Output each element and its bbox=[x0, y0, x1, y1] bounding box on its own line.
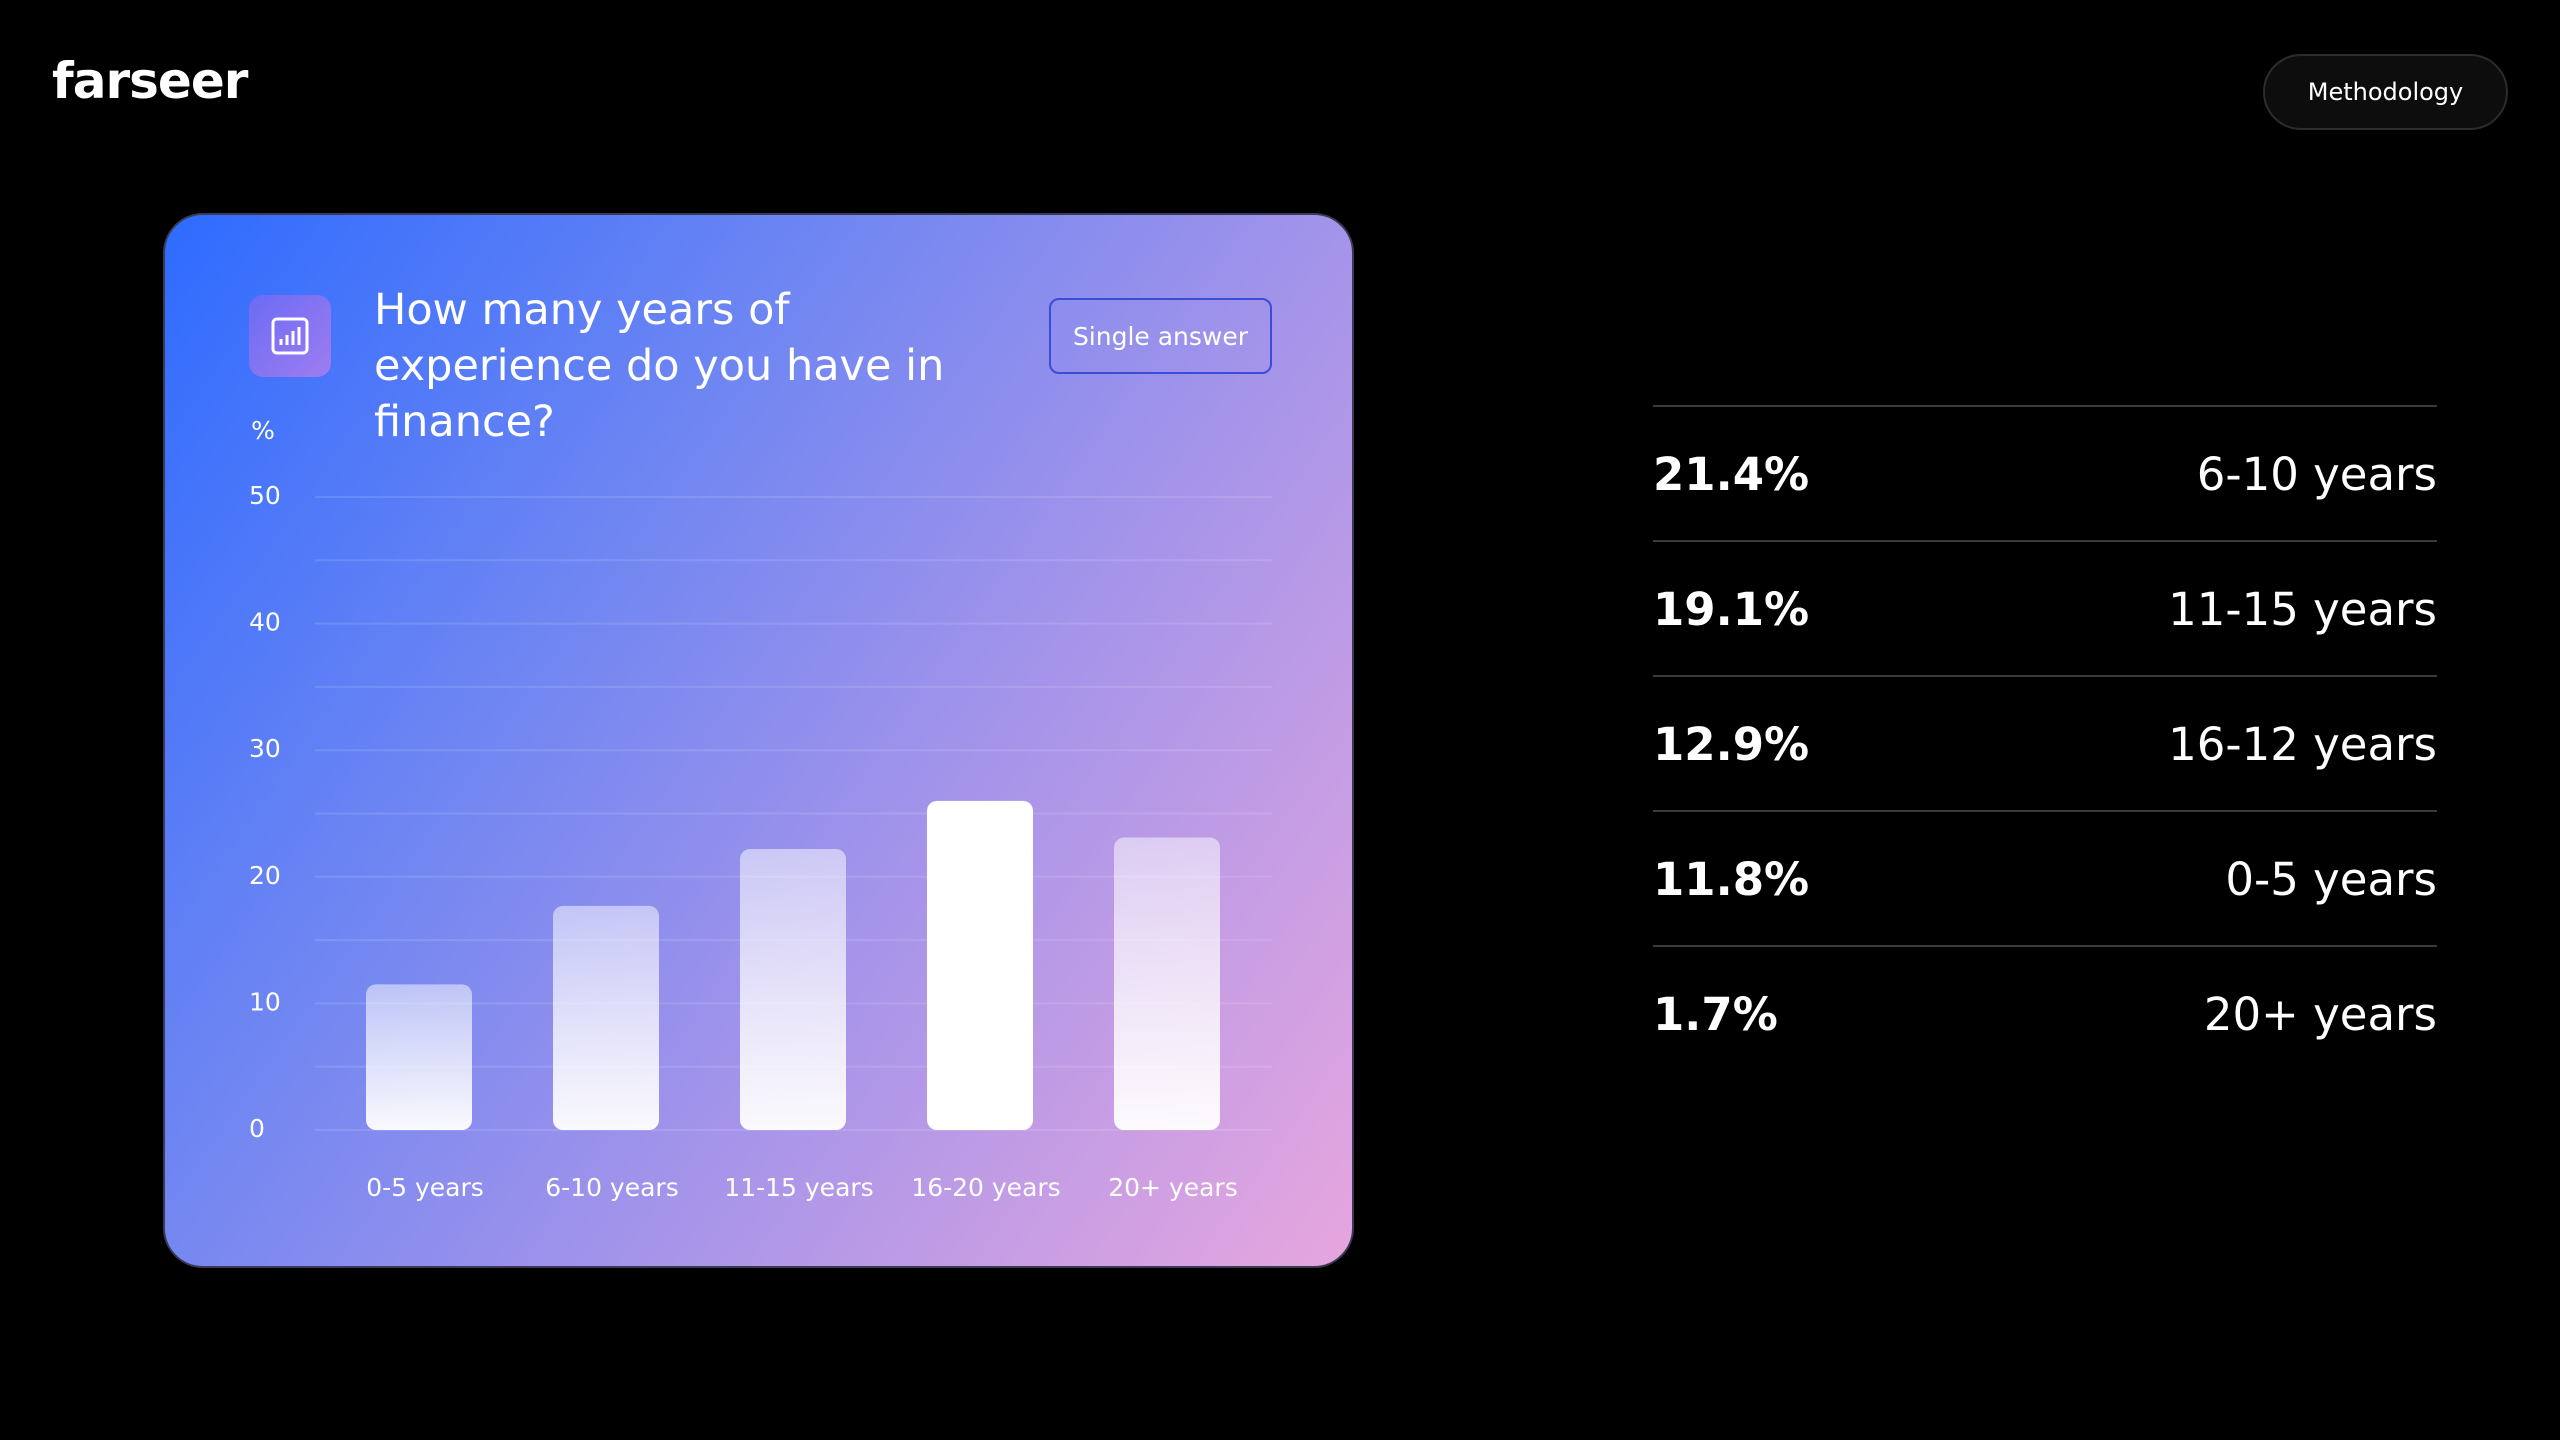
chart-icon bbox=[249, 295, 331, 377]
x-tick-label: 16-20 years bbox=[911, 1173, 1060, 1202]
y-tick-label: 30 bbox=[249, 734, 281, 763]
ranking-share: 1.7% bbox=[1653, 987, 1778, 1041]
ranking-row: 12.9% 16-12 years bbox=[1653, 675, 2437, 811]
ranking-label: 20+ years bbox=[2203, 987, 2437, 1041]
x-tick-label: 6-10 years bbox=[545, 1173, 678, 1202]
bar bbox=[553, 905, 659, 1130]
answer-type-badge[interactable]: Single answer bbox=[1049, 298, 1272, 374]
x-tick-label: 0-5 years bbox=[366, 1173, 484, 1202]
ranking-share: 11.8% bbox=[1653, 852, 1810, 906]
icon-glyph bbox=[271, 317, 309, 355]
y-tick-label: 20 bbox=[249, 861, 281, 890]
logo: farseer bbox=[52, 52, 248, 110]
bar bbox=[1114, 837, 1220, 1130]
ranking-row: 19.1% 11-15 years bbox=[1653, 540, 2437, 676]
bar bbox=[927, 800, 1033, 1130]
ranking-row: 11.8% 0-5 years bbox=[1653, 810, 2437, 946]
ranking-row: 21.4% 6-10 years bbox=[1653, 405, 2437, 541]
ranking-share: 12.9% bbox=[1653, 717, 1810, 771]
y-axis-label: % bbox=[251, 416, 275, 445]
chart: % 0 10 20 30 40 50 0-5 years 6-10 years 11-15 yea… bbox=[249, 416, 1272, 1202]
methodology-button[interactable]: Methodology bbox=[2263, 54, 2508, 130]
ranking-label: 11-15 years bbox=[2168, 582, 2437, 636]
ranking-row: 1.7% 20+ years bbox=[1653, 945, 2437, 1081]
y-tick-label: 0 bbox=[249, 1114, 265, 1143]
ranking-label: 0-5 years bbox=[2225, 852, 2437, 906]
y-tick-label: 10 bbox=[249, 987, 281, 1016]
ranking-label: 6-10 years bbox=[2196, 447, 2437, 501]
x-tick-label: 11-15 years bbox=[724, 1173, 873, 1202]
chart-card: % 0 10 20 30 40 50 0-5 years 6-10 years 11-15 yea… bbox=[163, 213, 1354, 1268]
x-tick-label: 20+ years bbox=[1108, 1173, 1238, 1202]
bar bbox=[740, 848, 846, 1130]
ranking-share: 19.1% bbox=[1653, 582, 1810, 636]
ranking-share: 21.4% bbox=[1653, 447, 1810, 501]
y-tick-label: 50 bbox=[249, 481, 281, 510]
y-tick-label: 40 bbox=[249, 608, 281, 637]
chart-title: How many years of experience do you have… bbox=[374, 285, 945, 447]
ranking-label: 16-12 years bbox=[2168, 717, 2437, 771]
bar bbox=[366, 984, 472, 1130]
